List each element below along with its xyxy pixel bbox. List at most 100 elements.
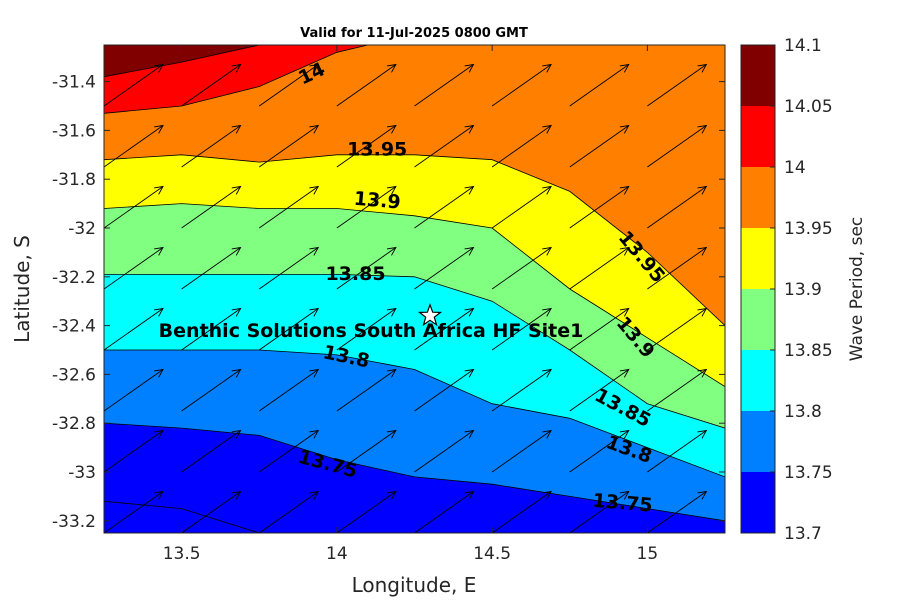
y-tick-label: -33.2 <box>52 512 96 532</box>
vector-arrow-head <box>231 429 242 439</box>
vector-arrow-head <box>542 124 552 134</box>
vector-arrow <box>569 430 630 473</box>
vector-arrow-head <box>387 4 396 12</box>
vector-arrow-head <box>697 63 708 73</box>
vector-arrow-head <box>154 63 164 73</box>
vector-arrow <box>258 247 319 290</box>
vector-arrow-head <box>775 4 784 12</box>
vector-arrow-head <box>231 368 242 378</box>
y-tick-label: -33 <box>68 463 96 483</box>
vector-arrow-head <box>154 185 164 195</box>
colorbar-tick-label: 14.05 <box>784 97 833 117</box>
vector-arrow <box>491 369 552 412</box>
vector-arrow <box>491 430 552 473</box>
vector-arrow <box>336 430 397 473</box>
y-axis-label: Latitude, S <box>10 235 34 343</box>
vector-arrow-head <box>775 187 784 195</box>
vector-arrow-head <box>154 4 163 12</box>
vector-arrow-head <box>542 307 552 317</box>
colorbar-segment <box>741 472 775 533</box>
colorbar-segment <box>741 45 775 106</box>
vector-arrow-head <box>386 429 397 439</box>
contour-label: 13.9 <box>353 188 402 214</box>
vector-arrow <box>104 125 164 168</box>
colorbar-segment <box>741 167 775 228</box>
vector-arrow-head <box>775 370 784 378</box>
vector-arrow-head <box>619 124 630 134</box>
vector-arrow-head <box>309 124 320 134</box>
vector-arrow <box>414 491 474 533</box>
vector-arrow <box>258 64 319 107</box>
vector-arrow <box>104 491 164 533</box>
vector-arrow <box>336 491 397 533</box>
vector-arrow <box>181 308 241 351</box>
vector-arrow-head <box>309 368 320 378</box>
vector-arrow <box>647 430 707 473</box>
vector-arrow <box>181 125 241 168</box>
vector-arrow <box>336 369 397 412</box>
vector-arrow-head <box>619 368 630 378</box>
vector-arrow <box>181 186 241 229</box>
contour-band <box>104 45 725 326</box>
vector-arrow <box>258 430 319 473</box>
vector-arrow-head <box>619 490 630 500</box>
vector-arrow-head <box>697 4 706 12</box>
vector-arrow <box>181 64 241 107</box>
vector-arrow-head <box>464 124 475 134</box>
vector-arrow <box>647 491 707 533</box>
y-tick-label: -31.6 <box>52 121 96 141</box>
vector-arrow-head <box>154 307 164 317</box>
vector-arrow-head <box>231 185 242 195</box>
vector-arrow <box>104 64 164 107</box>
vector-arrow <box>569 247 630 290</box>
y-tick-label: -31.8 <box>52 170 96 190</box>
vector-arrow-head <box>619 429 630 439</box>
vector-arrow <box>569 186 630 229</box>
vector-arrow-head <box>542 185 552 195</box>
colorbar-tick-label: 14 <box>784 158 806 178</box>
colorbar-segment <box>741 411 775 472</box>
contour-label: 13.75 <box>592 490 654 517</box>
vector-arrow <box>491 186 552 229</box>
vector-arrow-head <box>542 63 552 73</box>
y-tick-label: -31.4 <box>52 73 96 93</box>
site-label: Benthic Solutions South Africa HF Site1 <box>159 320 584 342</box>
vector-arrow <box>336 308 397 351</box>
colorbar-segment <box>741 289 775 350</box>
vector-arrow <box>414 430 474 473</box>
y-tick-label: -32 <box>68 219 96 239</box>
colorbar-segment <box>741 350 775 411</box>
vector-arrow-head <box>775 492 784 500</box>
colorbar-segment <box>741 106 775 167</box>
vector-arrow-head <box>464 490 475 500</box>
vector-arrow <box>569 369 630 412</box>
vector-arrow <box>258 125 319 168</box>
vector-arrow-head <box>464 63 475 73</box>
vector-arrow <box>491 308 552 351</box>
vector-arrow <box>336 64 397 107</box>
vector-arrow-head <box>154 124 164 134</box>
contour-line <box>104 45 368 114</box>
vector-arrow <box>647 369 707 412</box>
colorbar-tick-label: 13.7 <box>784 524 822 544</box>
vector-arrow-head <box>231 307 242 317</box>
contour-label: 13.95 <box>347 138 407 160</box>
vector-arrow-head <box>231 124 242 134</box>
vector-arrow-head <box>619 63 630 73</box>
vector-arrow-head <box>775 431 784 439</box>
vector-arrow <box>258 308 319 351</box>
vector-arrow <box>491 64 552 107</box>
x-tick-label: 15 <box>637 544 659 564</box>
vector-arrow <box>336 125 397 168</box>
vector-arrow-head <box>542 246 552 256</box>
vector-arrow <box>491 491 552 533</box>
vector-arrow <box>104 45 105 46</box>
vector-arrow-head <box>154 246 164 256</box>
colorbar-tick-label: 13.95 <box>784 219 833 239</box>
vector-arrow <box>414 369 474 412</box>
y-tick-label: -32.6 <box>52 365 96 385</box>
x-axis-label: Longitude, E <box>352 573 477 597</box>
contour-line <box>104 203 725 387</box>
colorbar-label: Wave Period, sec <box>847 217 867 362</box>
vector-arrow <box>569 45 571 46</box>
